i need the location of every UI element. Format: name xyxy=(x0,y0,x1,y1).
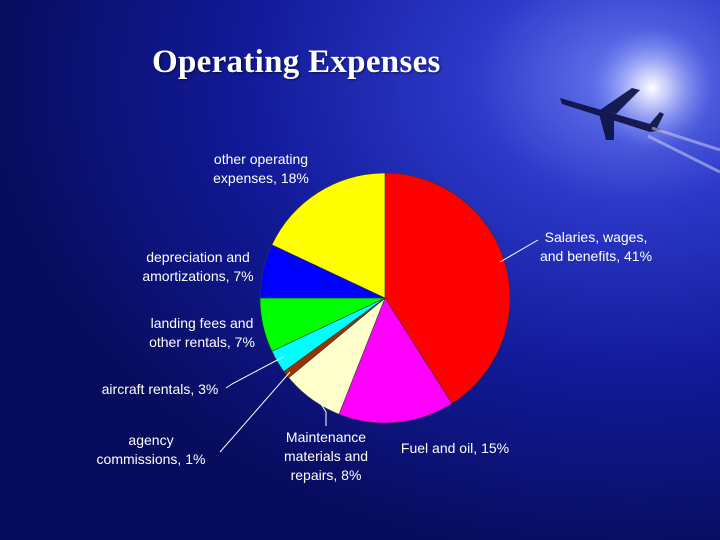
slice-label-5: landing fees and other rentals, 7% xyxy=(149,315,255,350)
label-leader-line-3 xyxy=(219,371,291,453)
pie-slice-1 xyxy=(338,297,453,424)
slice-label-6: depreciation and amortizations, 7% xyxy=(142,249,253,284)
slice-label-7: other operating expenses, 18% xyxy=(213,151,309,186)
slice-label-0: Salaries, wages, and benefits, 41% xyxy=(540,229,652,264)
contrail xyxy=(647,126,720,174)
label-leader-line-2 xyxy=(316,397,327,426)
slide-title: Operating Expenses xyxy=(152,44,441,80)
slice-label-4: aircraft rentals, 3% xyxy=(102,381,219,397)
slice-label-2: Maintenance materials and repairs, 8% xyxy=(284,429,368,483)
label-leader-line-4 xyxy=(225,356,284,389)
slice-label-1: Fuel and oil, 15% xyxy=(401,440,509,456)
label-leader-line-0 xyxy=(499,239,539,263)
slice-label-3: agency commissions, 1% xyxy=(97,432,206,467)
pie-slice-0 xyxy=(384,172,511,404)
pie-chart xyxy=(259,172,511,424)
pie-slice-7 xyxy=(271,172,386,299)
airplane-icon xyxy=(560,88,664,140)
pie-labels: Salaries, wages, and benefits, 41% Fuel an… xyxy=(97,151,653,483)
